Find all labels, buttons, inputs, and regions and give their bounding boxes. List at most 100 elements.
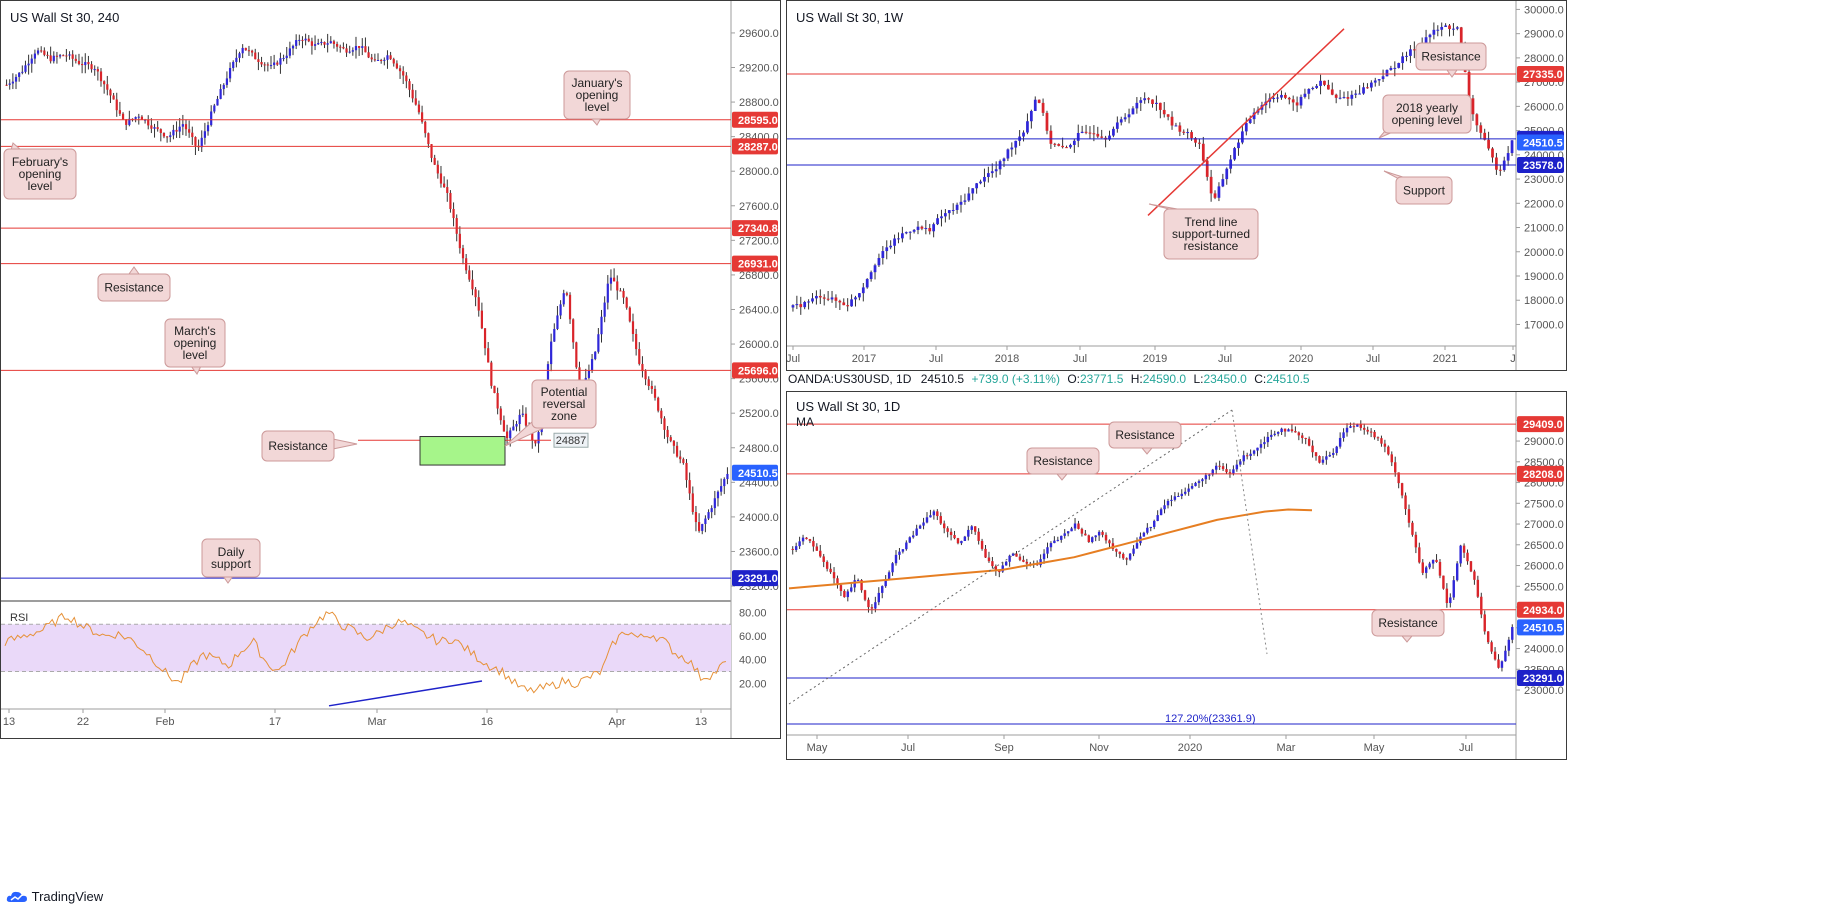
d1-candle-body bbox=[1504, 650, 1507, 662]
h4-price-tag bbox=[732, 464, 778, 481]
h4-resistance-1-callout-box bbox=[97, 273, 171, 302]
d1-candle-body bbox=[1314, 452, 1318, 457]
d1-candle-body bbox=[977, 531, 980, 541]
h4-candle-body bbox=[134, 117, 137, 119]
w1-chart[interactable]: 17000.0 18000.0 19000.0 20000.0 21000.0 22000… bbox=[787, 1, 1566, 370]
d1-candle-body bbox=[970, 526, 973, 530]
w1-candle-body bbox=[1491, 148, 1494, 158]
h4-candle-body bbox=[153, 127, 156, 129]
h4-zone-callout-callout-text: Potential bbox=[541, 385, 588, 399]
w1-yearly-open-callout-text: 2018 yearly bbox=[1396, 101, 1458, 115]
h4-candle-body bbox=[424, 121, 427, 134]
d1-candle-body bbox=[1053, 540, 1056, 544]
w1-candle-body bbox=[1112, 128, 1115, 136]
tradingview-logo[interactable]: TradingView bbox=[6, 888, 103, 904]
w1-chart-pane[interactable]: 17000.0 18000.0 19000.0 20000.0 21000.0 22000… bbox=[786, 0, 1567, 371]
d1-candle-body bbox=[1407, 509, 1411, 523]
h4-candle-body bbox=[402, 71, 405, 76]
h4-chart-pane[interactable]: 23200.0 23600.0 24000.0 24400.0 24800.0 25200… bbox=[0, 0, 781, 739]
w1-candle-body bbox=[1229, 159, 1233, 169]
h4-candle-body bbox=[257, 59, 260, 62]
d1-chart-pane[interactable]: 23000.023500.024000.024500.025000.025500… bbox=[786, 391, 1567, 760]
h4-candle-body bbox=[389, 55, 392, 60]
d1-candle-body bbox=[946, 528, 949, 532]
h4-candle-body bbox=[291, 45, 295, 49]
w1-candle-body bbox=[885, 247, 889, 252]
w1-candle-body bbox=[983, 176, 986, 182]
d1-candle-body bbox=[932, 511, 936, 516]
rsi-y-tick-label: 80.00 bbox=[739, 607, 767, 619]
d1-chart[interactable]: 23000.023500.024000.024500.025000.025500… bbox=[787, 392, 1566, 759]
w1-candle-body bbox=[1401, 56, 1404, 64]
w1-candle-body bbox=[1108, 135, 1111, 140]
w1-candle-body bbox=[1076, 132, 1080, 141]
w1-candle-body bbox=[826, 298, 830, 300]
d1-candle-body bbox=[1307, 438, 1311, 446]
d1-candle-body bbox=[1455, 563, 1459, 581]
w1-candle-body bbox=[1010, 147, 1014, 150]
w1-candle-body bbox=[1194, 138, 1197, 143]
d1-candle-body bbox=[1425, 567, 1428, 573]
h4-candle-body bbox=[125, 119, 128, 125]
w1-candle-body bbox=[944, 213, 947, 217]
h4-candle-body bbox=[704, 518, 707, 525]
w1-candle-body bbox=[979, 181, 982, 184]
d1-candle-body bbox=[939, 516, 942, 524]
d1-candle-body bbox=[1462, 545, 1466, 553]
w1-candle-body bbox=[1459, 27, 1463, 49]
w1-candle-body bbox=[959, 201, 963, 205]
d1-resistance-3-callout-box bbox=[1371, 609, 1445, 637]
w1-level-tag bbox=[1517, 157, 1564, 174]
w1-level-label: 27335.0 bbox=[1523, 69, 1563, 81]
d1-candle-body bbox=[894, 554, 898, 564]
h4-january-callout-text: opening bbox=[576, 88, 619, 102]
d1-y-tick-label: 27000.0 bbox=[1524, 519, 1564, 531]
d1-candle-body bbox=[1242, 455, 1245, 462]
h4-candle-body bbox=[304, 38, 307, 41]
h4-candle-body bbox=[90, 64, 93, 70]
h4-candle-body bbox=[361, 46, 364, 48]
h4-candle-body bbox=[269, 65, 273, 67]
h4-candle-body bbox=[200, 137, 203, 148]
d1-candle-body bbox=[1276, 431, 1280, 434]
w1-support-callout-box bbox=[1395, 176, 1453, 205]
d1-candle-body bbox=[1342, 432, 1345, 438]
w1-x-tick-label: 2020 bbox=[1289, 353, 1313, 365]
h4-chart[interactable]: 23200.023600.024000.024400.024800.025200… bbox=[1, 1, 780, 738]
w1-candle-body bbox=[932, 224, 936, 232]
d1-candle-body bbox=[794, 546, 798, 550]
h4-candle-body bbox=[487, 348, 490, 363]
h4-candle-body bbox=[320, 41, 323, 44]
w1-candle-body bbox=[904, 232, 908, 234]
h4-candle-body bbox=[276, 62, 279, 65]
h4-level-label: 24887 bbox=[556, 435, 587, 447]
h4-candle-body bbox=[628, 307, 631, 322]
h4-candle-body bbox=[594, 351, 597, 360]
w1-candle-body bbox=[858, 293, 861, 298]
h4-candle-body bbox=[188, 129, 191, 133]
w1-candle-body bbox=[893, 238, 896, 246]
w1-candle-body bbox=[1139, 100, 1143, 103]
d1-candle-body bbox=[860, 580, 863, 591]
d1-candle-body bbox=[1228, 472, 1232, 474]
d1-level-label: 23291.0 bbox=[1523, 673, 1563, 685]
ohlc-change: +739.0 (+3.11%) bbox=[971, 372, 1060, 386]
w1-candle-body bbox=[1014, 140, 1018, 148]
d1-candle-body bbox=[822, 556, 825, 562]
w1-candle-body bbox=[916, 226, 920, 230]
h4-zone-callout-callout-text: reversal bbox=[543, 397, 586, 411]
w1-candle-body bbox=[1225, 168, 1229, 180]
h4-candle-body bbox=[370, 57, 373, 60]
h4-candle-body bbox=[30, 58, 33, 64]
h4-candle-body bbox=[688, 480, 691, 494]
d1-x-tick-label: May bbox=[807, 742, 828, 754]
w1-y-tick-label: 26000.0 bbox=[1524, 101, 1564, 113]
w1-candle-body bbox=[1002, 158, 1006, 162]
h4-candle-body bbox=[358, 45, 361, 48]
h4-candle-body bbox=[613, 277, 616, 282]
h4-candle-body bbox=[468, 270, 471, 280]
d1-x-tick-label: Jul bbox=[1459, 742, 1473, 754]
w1-candle-body bbox=[877, 258, 881, 266]
h4-candle-body bbox=[81, 63, 84, 66]
h4-zone-callout-callout-text: zone bbox=[551, 409, 577, 423]
